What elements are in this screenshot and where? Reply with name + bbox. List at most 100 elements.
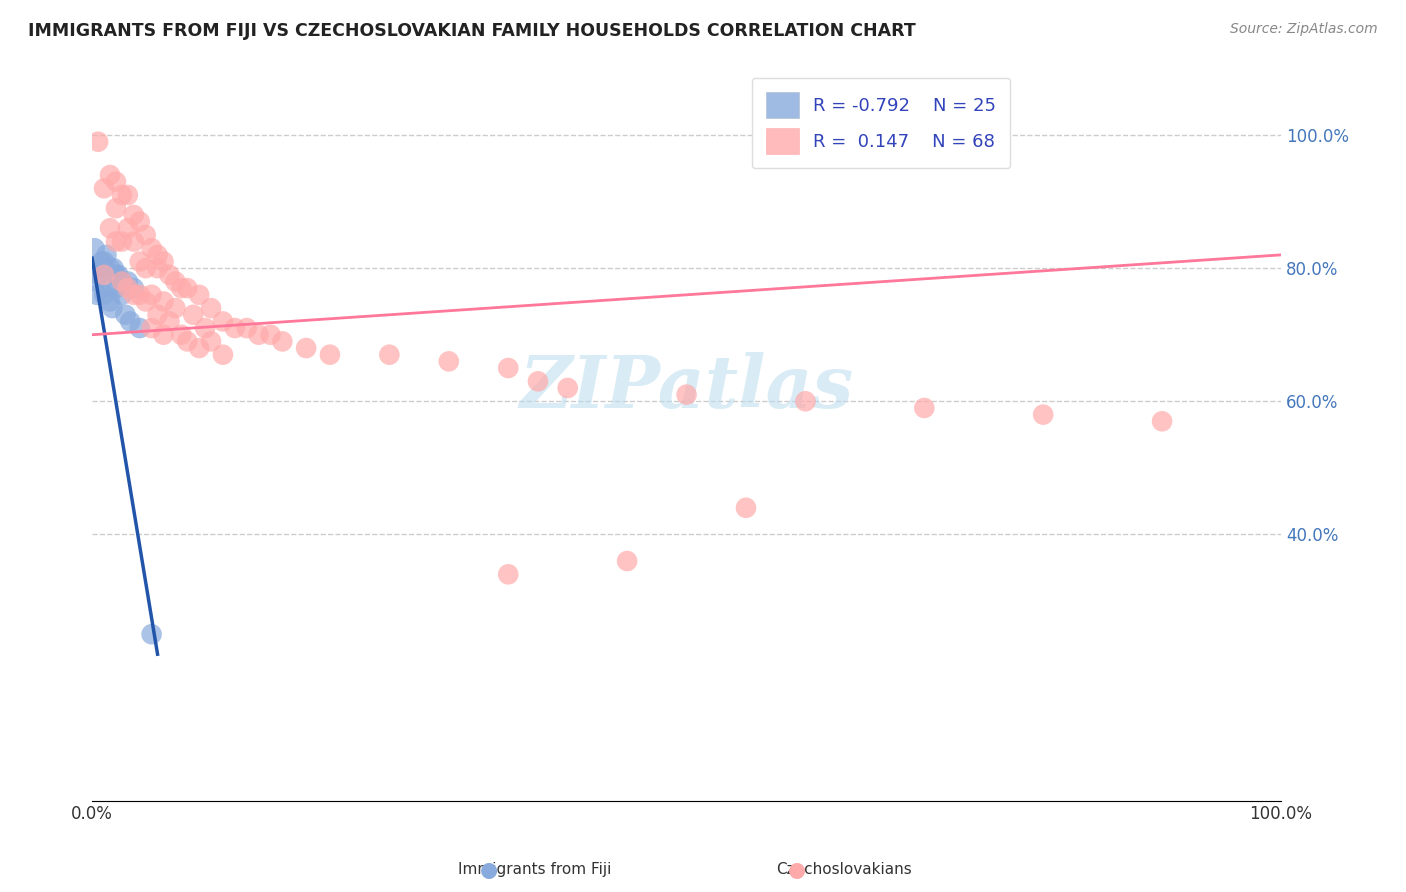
Point bbox=[794, 394, 817, 409]
Point bbox=[84, 275, 107, 289]
Point bbox=[212, 348, 235, 362]
Point bbox=[117, 275, 139, 289]
Text: ●: ● bbox=[789, 860, 806, 880]
Point bbox=[111, 235, 134, 249]
Point bbox=[122, 281, 145, 295]
Point bbox=[87, 268, 110, 282]
Point bbox=[496, 567, 519, 582]
Point bbox=[527, 374, 550, 388]
Point bbox=[247, 327, 270, 342]
Point bbox=[93, 287, 115, 301]
Point bbox=[170, 327, 193, 342]
Point bbox=[319, 348, 342, 362]
Point bbox=[122, 287, 145, 301]
Point bbox=[128, 254, 150, 268]
Point bbox=[141, 241, 163, 255]
Point bbox=[141, 287, 163, 301]
Point bbox=[200, 301, 222, 315]
Point bbox=[93, 268, 115, 282]
Point bbox=[141, 321, 163, 335]
Point bbox=[1032, 408, 1054, 422]
Point bbox=[675, 387, 697, 401]
Point bbox=[96, 248, 118, 262]
Point bbox=[97, 281, 120, 295]
Point bbox=[378, 348, 401, 362]
Point bbox=[912, 401, 935, 415]
Point bbox=[90, 254, 112, 268]
Point bbox=[170, 281, 193, 295]
Point bbox=[194, 321, 217, 335]
Point bbox=[188, 341, 211, 355]
Point bbox=[128, 214, 150, 228]
Point bbox=[152, 294, 174, 309]
Point bbox=[165, 275, 187, 289]
Point bbox=[117, 281, 139, 295]
Point bbox=[98, 221, 121, 235]
Point bbox=[152, 254, 174, 268]
Point bbox=[295, 341, 318, 355]
Point bbox=[104, 175, 127, 189]
Point bbox=[111, 287, 134, 301]
Point bbox=[101, 301, 124, 315]
Point bbox=[120, 314, 142, 328]
Point bbox=[98, 168, 121, 182]
Point bbox=[152, 327, 174, 342]
Point bbox=[104, 268, 127, 282]
Point bbox=[1152, 414, 1174, 428]
Point bbox=[86, 287, 108, 301]
Point bbox=[111, 188, 134, 202]
Point bbox=[93, 181, 115, 195]
Point bbox=[271, 334, 294, 349]
Point bbox=[165, 301, 187, 315]
Text: Immigrants from Fiji: Immigrants from Fiji bbox=[457, 863, 612, 877]
Point bbox=[104, 235, 127, 249]
Point bbox=[135, 227, 157, 242]
Point bbox=[114, 308, 136, 322]
Point bbox=[181, 308, 204, 322]
Point bbox=[122, 208, 145, 222]
Point bbox=[107, 268, 129, 282]
Point bbox=[111, 275, 134, 289]
Point bbox=[146, 308, 169, 322]
Point bbox=[98, 261, 121, 276]
Point bbox=[128, 287, 150, 301]
Point bbox=[188, 287, 211, 301]
Point bbox=[135, 294, 157, 309]
Point bbox=[437, 354, 460, 368]
Point bbox=[616, 554, 638, 568]
Point bbox=[89, 261, 111, 276]
Point bbox=[111, 275, 134, 289]
Text: Czechoslovakians: Czechoslovakians bbox=[776, 863, 911, 877]
Point bbox=[224, 321, 246, 335]
Point bbox=[557, 381, 579, 395]
Point bbox=[103, 261, 125, 276]
Point bbox=[146, 261, 169, 276]
Point bbox=[83, 241, 105, 255]
Text: Source: ZipAtlas.com: Source: ZipAtlas.com bbox=[1230, 22, 1378, 37]
Point bbox=[735, 500, 758, 515]
Point bbox=[98, 294, 121, 309]
Point bbox=[104, 202, 127, 216]
Point bbox=[104, 281, 127, 295]
Point bbox=[176, 281, 198, 295]
Point bbox=[128, 321, 150, 335]
Text: ●: ● bbox=[481, 860, 498, 880]
Point bbox=[87, 135, 110, 149]
Point bbox=[496, 361, 519, 376]
Legend: R = -0.792    N = 25, R =  0.147    N = 68: R = -0.792 N = 25, R = 0.147 N = 68 bbox=[752, 78, 1011, 169]
Point bbox=[259, 327, 281, 342]
Point bbox=[200, 334, 222, 349]
Point bbox=[159, 314, 181, 328]
Point bbox=[176, 334, 198, 349]
Point bbox=[117, 188, 139, 202]
Text: ZIPatlas: ZIPatlas bbox=[519, 352, 853, 424]
Point bbox=[141, 627, 163, 641]
Point bbox=[212, 314, 235, 328]
Point bbox=[135, 261, 157, 276]
Text: IMMIGRANTS FROM FIJI VS CZECHOSLOVAKIAN FAMILY HOUSEHOLDS CORRELATION CHART: IMMIGRANTS FROM FIJI VS CZECHOSLOVAKIAN … bbox=[28, 22, 915, 40]
Point bbox=[159, 268, 181, 282]
Point bbox=[117, 221, 139, 235]
Point bbox=[235, 321, 257, 335]
Point bbox=[122, 235, 145, 249]
Point bbox=[146, 248, 169, 262]
